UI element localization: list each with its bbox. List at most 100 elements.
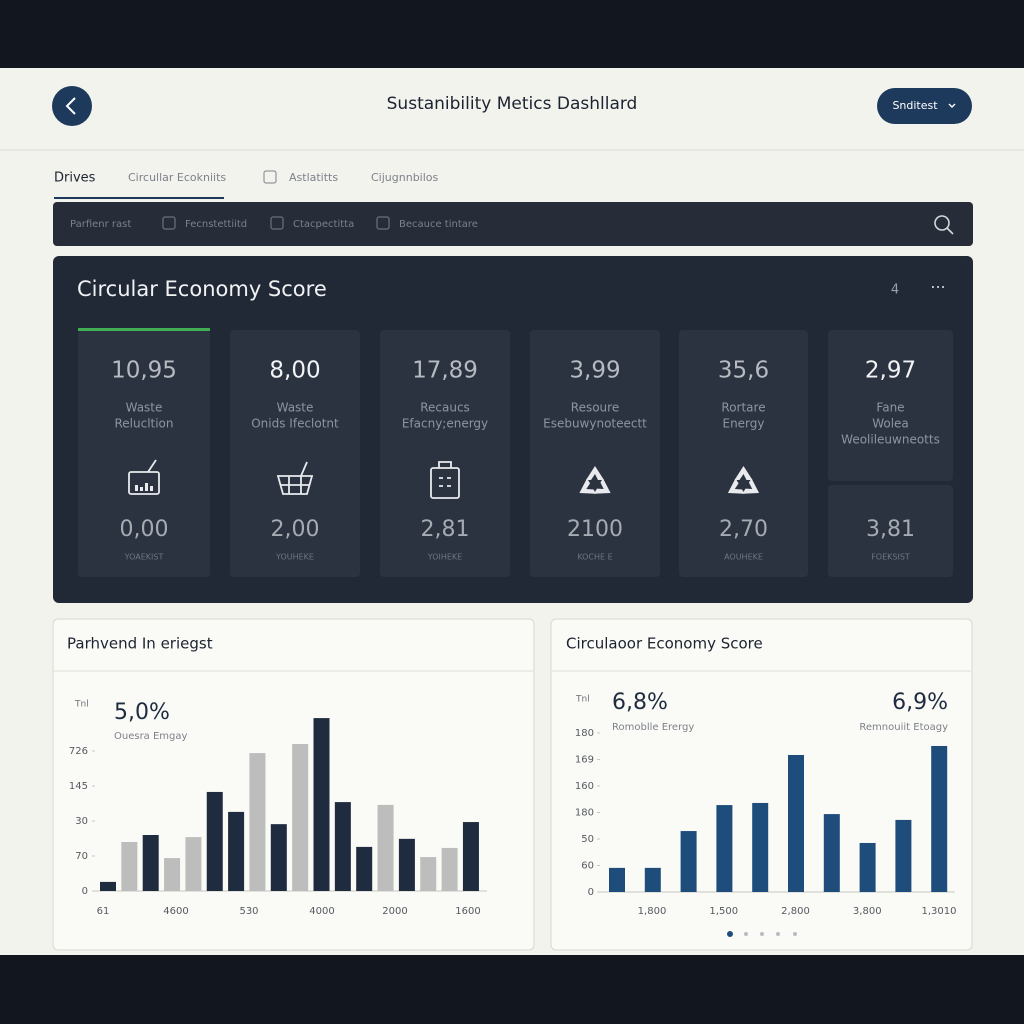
- metric-sub-value: 2,70: [719, 517, 768, 542]
- back-button[interactable]: [52, 86, 92, 126]
- x-tick-label: 530: [239, 906, 258, 917]
- x-tick-label: 3,800: [853, 906, 882, 917]
- page-dot[interactable]: [744, 932, 748, 936]
- filter-icon: [376, 216, 390, 230]
- metric-label: Efacny;energy: [402, 417, 488, 431]
- metric-label: Waste: [126, 401, 163, 415]
- metric-card: [679, 330, 808, 577]
- annotation-value: 6,8%: [612, 690, 668, 715]
- dropdown-label: Snditest: [892, 99, 938, 112]
- y-tick-label: 169: [575, 755, 594, 766]
- bar: [377, 804, 394, 891]
- y-tick-label: 180: [575, 808, 594, 819]
- axis-label: Tnl: [74, 700, 89, 710]
- metric-caption: YOAEKIST: [124, 553, 164, 562]
- bar: [228, 811, 245, 891]
- bar: [462, 822, 479, 891]
- annotation-value: 6,9%: [892, 690, 948, 715]
- metric-label: Rortare: [721, 401, 765, 415]
- metric-card: [828, 330, 953, 481]
- metric-value: 10,95: [111, 358, 177, 384]
- x-tick-label: 1,800: [638, 906, 667, 917]
- filter-icon: [270, 216, 284, 230]
- x-tick-label: 61: [97, 906, 110, 917]
- metric-label: Wolea: [872, 417, 909, 431]
- filter-item: Ctacpectitta: [293, 219, 354, 230]
- card-icon: [430, 467, 460, 499]
- card-icon: [150, 486, 153, 491]
- metric-sub-value: 3,81: [866, 517, 915, 542]
- metric-label: Waste: [277, 401, 314, 415]
- bar: [680, 831, 697, 892]
- y-tick-label: 145: [69, 781, 88, 792]
- bar: [859, 842, 876, 892]
- bar: [716, 805, 733, 892]
- card-icon: [734, 466, 753, 480]
- x-tick-label: 2,800: [781, 906, 810, 917]
- top-frame: [0, 0, 1024, 68]
- metric-caption: FOEKSIST: [871, 553, 910, 562]
- more-menu[interactable]: ···: [930, 278, 945, 297]
- metric-label: Onids Ifeclotnt: [251, 417, 339, 431]
- metric-card: [78, 330, 210, 577]
- panel-count: 4: [891, 283, 899, 298]
- card-icon: [742, 478, 760, 494]
- x-tick-label: 2000: [382, 906, 407, 917]
- page-dot[interactable]: [776, 932, 780, 936]
- x-tick-label: 1,3010: [922, 906, 957, 917]
- tab: Circullar Ecokniits: [128, 171, 226, 184]
- metric-card: [530, 330, 660, 577]
- bar: [895, 819, 912, 892]
- bar: [823, 814, 840, 892]
- metric-value: 35,6: [718, 358, 769, 384]
- x-tick-label: 4000: [309, 906, 334, 917]
- bar: [206, 791, 223, 891]
- panel-title: Circular Economy Score: [77, 277, 327, 301]
- y-tick-label: 30: [75, 816, 88, 827]
- search-icon[interactable]: [934, 215, 950, 231]
- metric-sub-value: 0,00: [120, 517, 169, 542]
- bar: [185, 837, 202, 891]
- chart-title: Circulaoor Economy Score: [566, 635, 763, 653]
- card-icon: [727, 478, 745, 494]
- metric-caption: YOIHEKE: [427, 553, 462, 562]
- chart-panel: [550, 618, 973, 951]
- y-tick-label: 50: [581, 834, 594, 845]
- metric-label: Resoure: [571, 401, 619, 415]
- card-icon: [300, 461, 308, 477]
- bar: [249, 753, 266, 891]
- axis-label: Tnl: [575, 695, 590, 705]
- y-tick-label: 0: [588, 887, 594, 898]
- metric-value: 17,89: [412, 358, 478, 384]
- metric-caption: AOUHEKE: [724, 553, 763, 562]
- card-icon: [276, 475, 314, 495]
- tab: Astlatitts: [289, 171, 338, 184]
- bar: [752, 802, 769, 892]
- metric-caption: KOCHE E: [577, 553, 612, 562]
- bar: [931, 745, 948, 892]
- page-dot[interactable]: [760, 932, 764, 936]
- chart-title: Parhvend In eriegst: [67, 635, 213, 653]
- card-icon: [593, 478, 611, 494]
- dropdown-button[interactable]: [877, 88, 972, 124]
- annotation-label: Ouesra Emgay: [114, 731, 188, 742]
- annotation-label: Remnouiit Etoagy: [859, 722, 948, 733]
- card-icon: [135, 485, 138, 491]
- bar: [441, 847, 458, 891]
- metric-value: 8,00: [269, 358, 320, 384]
- tab: Cijugnnbilos: [371, 171, 439, 184]
- filter-item: Becauce tintare: [399, 219, 478, 230]
- page-dot[interactable]: [727, 931, 733, 937]
- metric-card: [230, 330, 360, 577]
- annotation-value: 5,0%: [114, 700, 170, 725]
- card-icon: [438, 461, 452, 487]
- page-dot[interactable]: [793, 932, 797, 936]
- metric-label: Fane: [876, 401, 904, 415]
- bar: [292, 744, 309, 891]
- bar: [420, 857, 437, 891]
- x-tick-label: 1600: [455, 906, 480, 917]
- bar: [313, 718, 330, 891]
- y-tick-label: 70: [75, 851, 88, 862]
- back-icon: [65, 97, 76, 115]
- metric-value: 2,97: [865, 358, 916, 384]
